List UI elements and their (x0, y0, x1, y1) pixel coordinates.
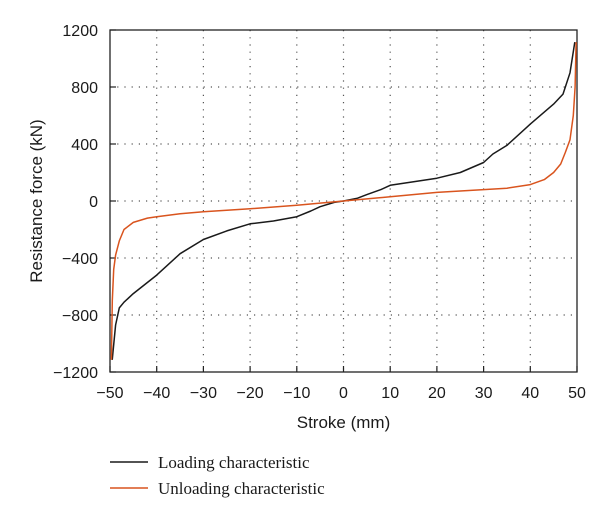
x-tick-label: −50 (96, 385, 123, 402)
x-tick-label: −30 (190, 385, 217, 402)
y-tick-label: 800 (71, 80, 98, 97)
grid (110, 30, 577, 372)
y-tick-label: −1200 (53, 365, 98, 382)
x-axis-title: Stroke (mm) (297, 413, 391, 432)
y-tick-label: −800 (62, 308, 98, 325)
y-tick-label: 1200 (62, 23, 98, 40)
series-lines (110, 42, 577, 360)
x-tick-label: 10 (381, 385, 399, 402)
legend: Loading characteristic Unloading charact… (110, 453, 325, 498)
x-tick-label: 50 (568, 385, 586, 402)
x-tick-label: −10 (283, 385, 310, 402)
y-axis-title: Resistance force (kN) (27, 119, 46, 282)
x-tick-label: 20 (428, 385, 446, 402)
y-tick-label: 400 (71, 137, 98, 154)
y-tick-label: −400 (62, 251, 98, 268)
x-tick-label: 40 (521, 385, 539, 402)
x-tick-label: 30 (475, 385, 493, 402)
axis-ticks: −50 −40 −30 −20 −10 0 10 20 30 40 50 −1200 −800 −400 0… (53, 23, 586, 402)
y-tick-label: 0 (89, 194, 98, 211)
x-tick-label: −40 (143, 385, 170, 402)
unloading-series-line (110, 42, 577, 360)
legend-label-loading: Loading characteristic (158, 453, 310, 472)
x-tick-label: −20 (237, 385, 264, 402)
legend-label-unloading: Unloading characteristic (158, 479, 325, 498)
x-tick-label: 0 (339, 385, 348, 402)
